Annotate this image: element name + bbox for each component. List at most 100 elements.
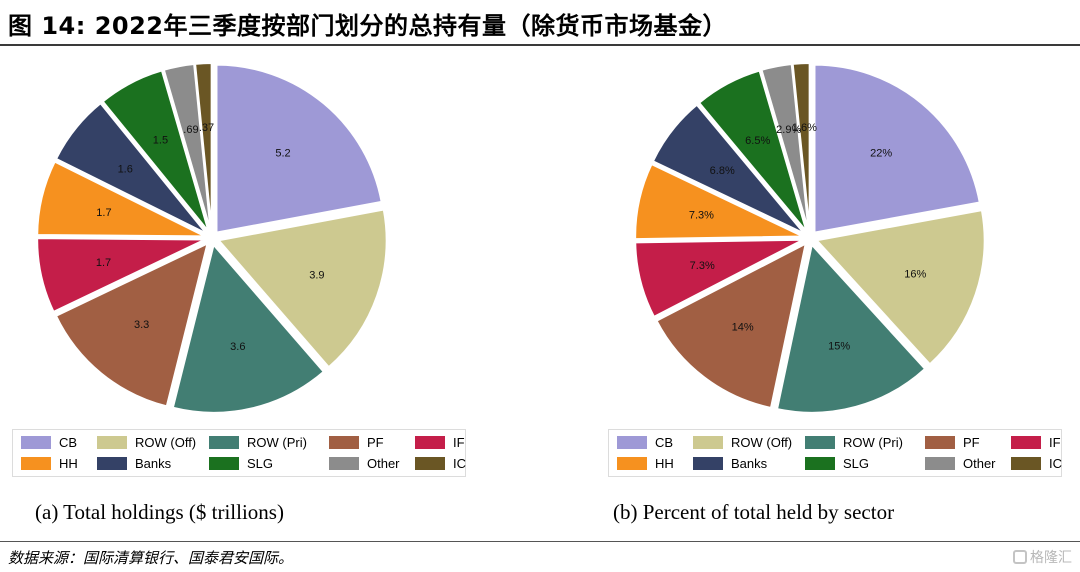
- legend-swatch-row-off: [97, 435, 127, 449]
- pie-slice-slg: [101, 69, 210, 233]
- legend-label-pf: PF: [963, 434, 980, 450]
- slice-label-banks: 1.6: [118, 164, 133, 176]
- legend-item-slg: SLG: [209, 455, 273, 471]
- pie-slice-banks: [54, 101, 208, 235]
- pie-slice-row-pri: [171, 242, 326, 414]
- legend-label-ic: IC: [1049, 455, 1062, 471]
- legend-label-if: IF: [453, 434, 465, 450]
- figure-header: 图 14: 2022年三季度按部门划分的总持有量（除货币市场基金）: [0, 0, 1080, 46]
- slice-label-pf: 3.3: [134, 319, 149, 331]
- slice-label-cb: 22%: [870, 148, 892, 160]
- pie-slice-row-off: [814, 208, 986, 366]
- slice-label-slg: 6.5%: [745, 135, 770, 147]
- legend-label-row-pri: ROW (Pri): [247, 434, 307, 450]
- source-note: 数据来源：国际清算银行、国泰君安国际。: [8, 549, 294, 567]
- legend-swatch-hh: [617, 456, 647, 470]
- slice-label-other: .69: [183, 124, 198, 136]
- legend-item-slg: SLG: [805, 455, 869, 471]
- pie-slice-pf: [54, 241, 210, 408]
- legend-item-row-off: ROW (Off): [97, 434, 196, 450]
- slice-label-row-off: 16%: [904, 269, 926, 281]
- legend-swatch-other: [925, 456, 955, 470]
- slice-label-slg: 1.5: [153, 135, 168, 147]
- pie-slice-row-pri: [775, 242, 927, 414]
- legend-label-row-off: ROW (Off): [731, 434, 793, 450]
- pie-slice-slg: [697, 69, 808, 233]
- pie-slice-ic: [194, 62, 213, 232]
- watermark-text: 格隆汇: [1030, 550, 1072, 566]
- pie-slice-cb: [813, 63, 981, 234]
- legend-swatch-banks: [97, 456, 127, 470]
- legend-label-if: IF: [1049, 434, 1061, 450]
- slice-label-row-off: 3.9: [309, 270, 324, 282]
- pie-slice-banks: [651, 103, 806, 235]
- legend-item-ic: IC: [415, 455, 466, 471]
- legend-label-ic: IC: [453, 455, 466, 471]
- legend-swatch-ic: [415, 456, 445, 470]
- caption-percent-by-sector: (b) Percent of total held by sector: [613, 500, 895, 524]
- legend-item-other: Other: [925, 455, 996, 471]
- legend-item-cb: CB: [21, 434, 77, 450]
- legend-label-slg: SLG: [843, 455, 870, 471]
- caption-total-holdings: (a) Total holdings ($ trillions): [35, 500, 284, 524]
- legend-label-hh: HH: [59, 455, 78, 471]
- legend-swatch-row-pri: [805, 435, 835, 449]
- slice-label-hh: 7.3%: [689, 209, 714, 221]
- watermark: 格隆汇: [1013, 547, 1072, 567]
- legend-swatch-slg: [805, 456, 835, 470]
- pie-slice-if: [36, 237, 206, 314]
- slice-label-banks: 6.8%: [710, 165, 735, 177]
- legend-item-if: IF: [415, 434, 465, 450]
- pie-chart-percent-by-sector: 22% 16% 15% 14% 7.3% 7.3% 6.8% 6.5% 2.9%1.6%: [634, 62, 986, 414]
- legend-item-row-off: ROW (Off): [693, 434, 792, 450]
- legend-swatch-cb: [21, 435, 51, 449]
- legend-swatch-pf: [329, 435, 359, 449]
- slice-label-cb: 5.2: [275, 148, 290, 160]
- pie-chart-total-holdings: 5.2 3.9 3.6 3.3 1.7 1.7 1.6 1.5 .69.37: [36, 62, 388, 414]
- legend-label-row-pri: ROW (Pri): [843, 434, 903, 450]
- legend-item-row-pri: ROW (Pri): [209, 434, 307, 450]
- legend-swatch-if: [415, 435, 445, 449]
- legend-label-other: Other: [963, 455, 996, 471]
- legend-item-cb: CB: [617, 434, 673, 450]
- pie-slice-other: [760, 62, 810, 232]
- footer-divider: [0, 541, 1080, 542]
- legend-label-banks: Banks: [731, 455, 768, 471]
- legend-item-ic: IC: [1011, 455, 1062, 471]
- legend-item-hh: HH: [21, 455, 78, 471]
- legend-swatch-other: [329, 456, 359, 470]
- pie-slice-cb: [215, 63, 383, 234]
- legend-swatch-ic: [1011, 456, 1041, 470]
- pie-slice-if: [634, 238, 804, 319]
- legend-label-cb: CB: [655, 434, 674, 450]
- watermark-logo-icon: [1013, 550, 1027, 564]
- legend-item-banks: Banks: [97, 455, 171, 471]
- figure-title: 图 14: 2022年三季度按部门划分的总持有量（除货币市场基金）: [8, 12, 728, 40]
- legend-item-pf: PF: [925, 434, 980, 450]
- slice-label-ic: .37: [199, 122, 214, 134]
- legend-swatch-pf: [925, 435, 955, 449]
- legend-swatch-row-off: [693, 435, 723, 449]
- slice-label-row-pri: 15%: [828, 340, 850, 352]
- legend-item-row-pri: ROW (Pri): [805, 434, 903, 450]
- legend-item-if: IF: [1011, 434, 1061, 450]
- slice-label-pf: 14%: [732, 321, 754, 333]
- slice-label-if: 1.7: [96, 257, 111, 269]
- legend-label-banks: Banks: [135, 455, 172, 471]
- legend-item-hh: HH: [617, 455, 674, 471]
- slice-label-hh: 1.7: [96, 207, 111, 219]
- legend-item-other: Other: [329, 455, 400, 471]
- legend-label-cb: CB: [59, 434, 78, 450]
- slice-label-ic: 1.6%: [792, 122, 817, 134]
- legend-label-row-off: ROW (Off): [135, 434, 197, 450]
- pie-slice-row-off: [216, 208, 388, 369]
- slice-label-row-pri: 3.6: [230, 341, 245, 353]
- legend-swatch-if: [1011, 435, 1041, 449]
- pie-slice-hh: [634, 162, 804, 241]
- legend-item-banks: Banks: [693, 455, 767, 471]
- legend-swatch-slg: [209, 456, 239, 470]
- slice-label-if: 7.3%: [690, 260, 715, 272]
- legend-swatch-row-pri: [209, 435, 239, 449]
- pie-slice-hh: [36, 160, 206, 238]
- legend-label-slg: SLG: [247, 455, 274, 471]
